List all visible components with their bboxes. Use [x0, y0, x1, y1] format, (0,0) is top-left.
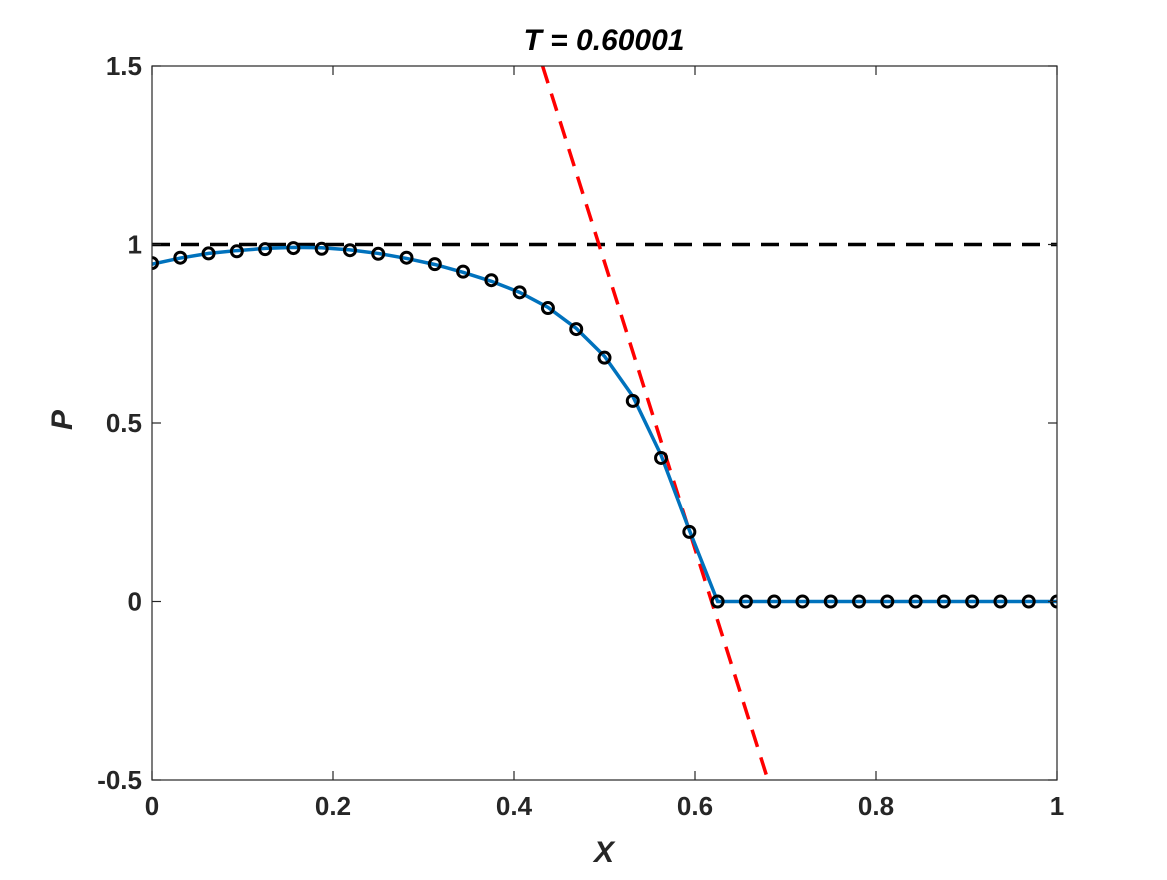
data-point-marker	[682, 524, 697, 539]
data-point-marker	[314, 241, 329, 256]
data-point-marker	[965, 594, 980, 609]
x-axis-label: X	[592, 836, 616, 869]
x-tick-label: 0	[145, 791, 159, 821]
data-point-marker	[823, 594, 838, 609]
data-point-marker	[456, 264, 471, 279]
data-point-marker	[258, 242, 273, 257]
solution-curve	[152, 245, 1057, 604]
y-tick-label: -0.5	[97, 765, 142, 795]
data-point-marker	[597, 350, 612, 365]
data-point-marker	[427, 257, 442, 272]
data-point-marker	[286, 241, 301, 256]
data-point-marker	[173, 250, 188, 265]
plot-area	[152, 66, 1057, 780]
data-point-marker	[908, 594, 923, 609]
data-point-marker	[201, 246, 216, 261]
data-point-marker	[880, 594, 895, 609]
x-tick-label: 0.8	[858, 791, 894, 821]
data-point-marker	[852, 594, 867, 609]
data-point-marker	[654, 450, 669, 465]
data-point-marker	[738, 594, 753, 609]
data-point-marker	[795, 594, 810, 609]
data-point-marker	[936, 594, 951, 609]
data-point-marker	[342, 243, 357, 258]
x-tick-label: 0.2	[315, 791, 351, 821]
data-point-marker	[399, 250, 414, 265]
data-point-marker	[229, 244, 244, 259]
chart-title: T = 0.60001	[524, 24, 685, 57]
series-layer	[152, 66, 1057, 780]
red-dashed-line	[540, 66, 770, 780]
data-point-marker	[484, 273, 499, 288]
data-point-marker	[710, 594, 725, 609]
data-point-marker	[371, 246, 386, 261]
data-point-marker	[152, 256, 159, 271]
y-tick-label: 0	[128, 587, 142, 617]
data-point-marker	[540, 301, 555, 316]
x-tick-label: 0.4	[496, 791, 533, 821]
data-point-marker	[1021, 594, 1036, 609]
data-point-marker	[993, 594, 1008, 609]
y-tick-label: 1.5	[106, 51, 142, 81]
data-point-marker	[625, 393, 640, 408]
x-tick-label: 1	[1050, 791, 1064, 821]
y-tick-label: 0.5	[106, 408, 142, 438]
tick-layer: 0 0.2 0.4 0.6 0.8 1-0.500.511.5	[97, 51, 1064, 821]
data-point-marker	[512, 285, 527, 300]
data-point-marker	[569, 322, 584, 337]
data-point-marker	[767, 594, 782, 609]
y-axis-label: P	[46, 409, 79, 430]
y-tick-label: 1	[128, 230, 142, 260]
x-tick-label: 0.6	[677, 791, 713, 821]
